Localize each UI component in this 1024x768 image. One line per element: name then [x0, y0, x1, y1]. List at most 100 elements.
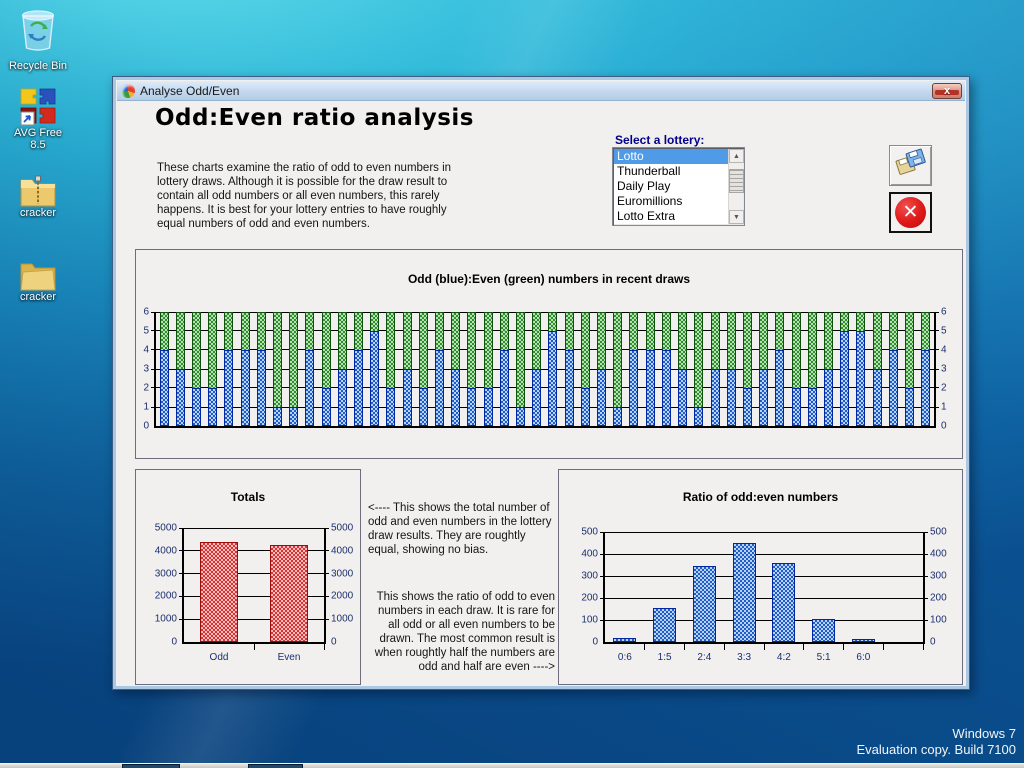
y-tick-label: 0 — [171, 637, 177, 648]
ratio-note: This shows the ratio of odd to even numb… — [371, 590, 555, 674]
desktop-icon-avg[interactable]: AVG Free 8.5 — [6, 88, 70, 151]
y-tick-label: 1000 — [155, 614, 177, 625]
taskbar[interactable] — [0, 763, 1024, 768]
stacked-bar — [840, 312, 849, 426]
odd-segment — [516, 407, 525, 426]
odd-segment — [662, 350, 671, 426]
window-titlebar[interactable]: Analyse Odd/Even x — [117, 81, 965, 101]
main-chart-plot: 00112233445566 — [154, 312, 936, 428]
stacked-bar — [759, 312, 768, 426]
x-tick-label: 4:2 — [764, 652, 804, 663]
stacked-bar — [305, 312, 314, 426]
even-segment — [905, 312, 914, 388]
odd-segment — [305, 350, 314, 426]
ratio-chart-title: Ratio of odd:even numbers — [559, 490, 962, 504]
stacked-bar — [289, 312, 298, 426]
odd-segment — [743, 388, 752, 426]
y-tick-label: 0 — [143, 421, 149, 432]
y-tick-label: 1000 — [331, 614, 353, 625]
y-tick-label: 3 — [941, 364, 947, 375]
bars-layer — [156, 312, 934, 426]
odd-segment — [694, 407, 703, 426]
listbox-scrollbar[interactable]: ▲ ▼ — [728, 149, 743, 224]
bar — [733, 543, 756, 642]
bar — [812, 619, 835, 642]
even-segment — [451, 312, 460, 369]
even-segment — [678, 312, 687, 369]
stacked-bar — [889, 312, 898, 426]
odd-segment — [775, 350, 784, 426]
scroll-up-icon[interactable]: ▲ — [729, 149, 744, 163]
even-segment — [370, 312, 379, 331]
lottery-item-thunderball[interactable]: Thunderball — [614, 164, 728, 179]
desktop-icon-cracker-folder[interactable]: cracker — [6, 258, 70, 303]
odd-segment — [581, 388, 590, 426]
odd-segment — [500, 350, 509, 426]
odd-segment — [613, 407, 622, 426]
y-tick-label: 2 — [941, 382, 947, 393]
scroll-down-icon[interactable]: ▼ — [729, 210, 744, 224]
stacked-bar — [241, 312, 250, 426]
lottery-item-euromillions[interactable]: Euromillions — [614, 194, 728, 209]
odd-segment — [224, 350, 233, 426]
odd-segment — [727, 369, 736, 426]
odd-segment — [711, 369, 720, 426]
watermark-line1: Windows 7 — [857, 726, 1016, 742]
odd-segment — [257, 350, 266, 426]
even-segment — [322, 312, 331, 388]
watermark-line2: Evaluation copy. Build 7100 — [857, 742, 1016, 758]
ratio-groupbox: Ratio of odd:even numbers 00100100200200… — [558, 469, 963, 685]
desktop-icon-cracker-zip[interactable]: cracker — [6, 174, 70, 219]
window-close-button[interactable]: x — [932, 83, 962, 99]
bar — [613, 638, 636, 642]
bars-layer: 0:61:52:43:34:25:16:0 — [605, 532, 923, 642]
taskbar-button[interactable] — [122, 764, 180, 768]
odd-segment — [176, 369, 185, 426]
bars-layer: OddEven — [184, 528, 324, 642]
bar-slot: 3:3 — [724, 532, 764, 642]
odd-segment — [451, 369, 460, 426]
desktop-icon-recycle-bin[interactable]: Recycle Bin — [6, 6, 70, 72]
taskbar-button[interactable] — [248, 764, 303, 768]
even-segment — [338, 312, 347, 369]
odd-segment — [824, 369, 833, 426]
odd-segment — [484, 388, 493, 426]
y-tick-label: 1 — [143, 402, 149, 413]
even-segment — [711, 312, 720, 369]
scrollbar-thumb[interactable] — [729, 169, 744, 193]
y-tick-label: 300 — [581, 571, 598, 582]
save-report-button[interactable] — [889, 145, 932, 186]
zip-folder-icon — [19, 174, 57, 204]
exit-button[interactable]: ✕ — [889, 192, 932, 233]
lottery-item-lotto-extra[interactable]: Lotto Extra — [614, 209, 728, 224]
y-tick-label: 100 — [581, 615, 598, 626]
lottery-item-lotto[interactable]: Lotto — [614, 149, 728, 164]
odd-segment — [889, 350, 898, 426]
even-segment — [160, 312, 169, 350]
x-tick-label: 0:6 — [605, 652, 645, 663]
even-segment — [646, 312, 655, 350]
odd-segment — [905, 388, 914, 426]
x-tick-label: 2:4 — [685, 652, 725, 663]
y-tick-label: 0 — [331, 637, 337, 648]
even-segment — [224, 312, 233, 350]
even-segment — [403, 312, 412, 369]
odd-segment — [678, 369, 687, 426]
lottery-listbox[interactable]: LottoThunderballDaily PlayEuromillionsLo… — [612, 147, 745, 226]
stacked-bar — [727, 312, 736, 426]
intro-text: These charts examine the ratio of odd to… — [157, 161, 473, 231]
even-segment — [873, 312, 882, 369]
desktop-icon-label: Recycle Bin — [6, 60, 70, 72]
bar — [852, 639, 875, 642]
even-segment — [581, 312, 590, 388]
main-chart-title: Odd (blue):Even (green) numbers in recen… — [136, 272, 962, 286]
even-segment — [759, 312, 768, 369]
even-segment — [840, 312, 849, 331]
bar — [653, 608, 676, 642]
lottery-item-daily-play[interactable]: Daily Play — [614, 179, 728, 194]
desktop-icon-label: cracker — [6, 207, 70, 219]
y-tick-label: 0 — [941, 421, 947, 432]
y-tick-label: 2000 — [331, 591, 353, 602]
y-tick-label: 3000 — [331, 568, 353, 579]
stacked-bar — [338, 312, 347, 426]
